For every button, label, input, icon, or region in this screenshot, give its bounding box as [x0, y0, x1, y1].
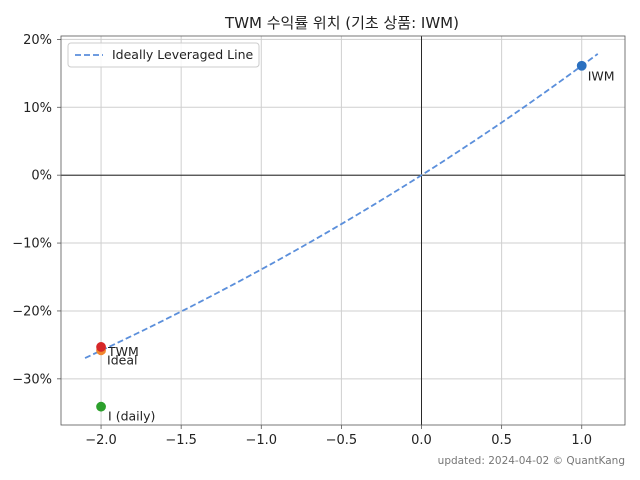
y-tick-label: 10%	[23, 101, 52, 116]
x-tick-label: 0.5	[491, 433, 512, 448]
point-iwm	[576, 60, 587, 71]
point-twm	[96, 342, 106, 352]
point-label-iwm: IWM	[588, 69, 615, 84]
legend-entry-ideal-line: Ideally Leveraged Line	[112, 47, 254, 62]
x-tick-label: −0.5	[326, 433, 358, 448]
point-label-ideal: Ideal	[107, 352, 137, 367]
grid-layer	[61, 36, 625, 425]
tick-labels: −2.0 −1.5 −1.0 −0.5 0.0 0.5 1.0 20% 10% 0% −10% −20…	[12, 33, 592, 448]
legend: Ideally Leveraged Line	[67, 42, 260, 68]
y-tick-label: −30%	[12, 372, 52, 387]
y-tick-label: 20%	[23, 33, 52, 48]
point-label-i-daily: I (daily)	[108, 409, 155, 424]
y-tick-label: −20%	[12, 304, 52, 319]
y-tick-label: 0%	[31, 169, 52, 184]
y-tick-label: −10%	[12, 237, 52, 252]
footer-updated: updated: 2024-04-02 © QuantKang	[438, 455, 625, 467]
ideal-line-layer	[84, 53, 599, 359]
x-tick-label: −1.0	[245, 433, 277, 448]
x-tick-label: 0.0	[411, 433, 432, 448]
ideal-leveraged-line	[84, 53, 599, 359]
point-label-twm: TWM	[107, 344, 139, 359]
zero-axes	[61, 36, 625, 425]
legend-box	[67, 42, 260, 68]
point-i-daily	[96, 401, 106, 412]
x-tick-label: 1.0	[571, 433, 592, 448]
chart-title: TWM 수익률 위치 (기초 상품: IWM)	[224, 14, 459, 32]
x-tick-label: −1.5	[165, 433, 197, 448]
x-tick-label: −2.0	[85, 433, 117, 448]
plot-frame	[60, 35, 626, 426]
